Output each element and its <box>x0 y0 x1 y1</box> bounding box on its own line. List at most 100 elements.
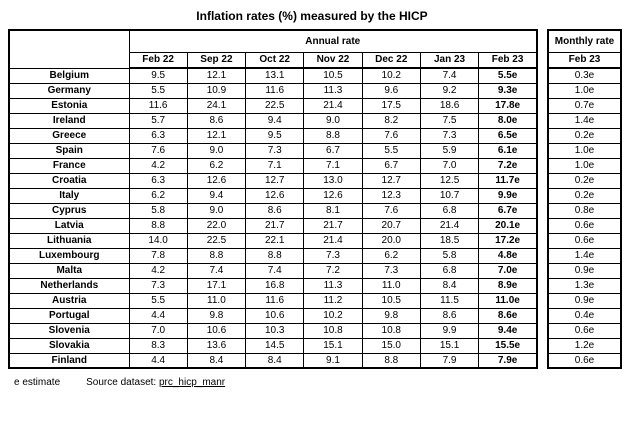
value-cell: 9.5 <box>245 127 305 144</box>
value-cell: 17.1 <box>186 277 247 294</box>
value-cell: 8.4 <box>245 352 305 369</box>
monthly-table-row: 1.3e <box>547 277 622 294</box>
value-cell: 12.6 <box>186 172 247 189</box>
value-cell: 9.4e <box>478 322 538 339</box>
country-label: Portugal <box>8 307 130 324</box>
value-cell: 7.2e <box>478 157 538 174</box>
monthly-table-row: 0.2e <box>547 172 622 189</box>
monthly-table-row: 0.4e <box>547 307 622 324</box>
table-row: Malta 4.2 7.4 7.4 7.2 7.3 6.8 7.0e <box>8 262 538 279</box>
country-label: Belgium <box>8 67 130 84</box>
value-cell: 7.3 <box>361 262 421 279</box>
value-cell: 7.3 <box>245 142 305 159</box>
monthly-value-cell: 0.6e <box>547 232 622 249</box>
value-cell: 21.4 <box>419 217 480 234</box>
value-cell: 6.2 <box>361 247 421 264</box>
table-row: Greece 6.3 12.1 9.5 8.8 7.6 7.3 6.5e <box>8 127 538 144</box>
country-label: Croatia <box>8 172 130 189</box>
value-cell: 10.2 <box>303 307 363 324</box>
source-dataset-link[interactable]: prc_hicp_manr <box>158 377 226 388</box>
value-cell: 22.1 <box>245 232 305 249</box>
value-cell: 12.6 <box>303 187 363 204</box>
value-cell: 6.5e <box>478 127 538 144</box>
country-label: Netherlands <box>8 277 130 294</box>
value-cell: 7.5 <box>419 112 480 129</box>
value-cell: 7.0 <box>128 322 188 339</box>
value-cell: 8.1 <box>303 202 363 219</box>
value-cell: 8.4 <box>419 277 480 294</box>
value-cell: 12.1 <box>186 67 247 84</box>
monthly-value-cell: 0.2e <box>547 187 622 204</box>
value-cell: 21.4 <box>303 97 363 114</box>
table-row: Croatia 6.3 12.6 12.7 13.0 12.7 12.5 11.7e <box>8 172 538 189</box>
country-label: Cyprus <box>8 202 130 219</box>
tables-layout: Annual rate Feb 22 Sep 22 Oct 22 Nov 22 … <box>0 29 624 369</box>
value-cell: 8.8 <box>245 247 305 264</box>
value-cell: 5.9 <box>419 142 480 159</box>
column-header-feb22: Feb 22 <box>128 51 188 69</box>
monthly-rate-header: Monthly rate <box>547 29 622 53</box>
value-cell: 7.1 <box>303 157 363 174</box>
value-cell: 7.3 <box>128 277 188 294</box>
value-cell: 9.9e <box>478 187 538 204</box>
monthly-table-row: 1.4e <box>547 112 622 129</box>
value-cell: 9.2 <box>419 82 480 99</box>
value-cell: 17.2e <box>478 232 538 249</box>
monthly-column-header-feb23: Feb 23 <box>547 51 622 69</box>
table-row: Belgium 9.5 12.1 13.1 10.5 10.2 7.4 5.5e <box>8 67 538 84</box>
value-cell: 22.5 <box>186 232 247 249</box>
value-cell: 10.7 <box>419 187 480 204</box>
value-cell: 6.7 <box>361 157 421 174</box>
value-cell: 20.1e <box>478 217 538 234</box>
column-header-oct22: Oct 22 <box>245 51 305 69</box>
value-cell: 9.6 <box>361 82 421 99</box>
group-header-row: Annual rate <box>8 29 538 69</box>
value-cell: 5.7 <box>128 112 188 129</box>
table-row: Ireland 5.7 8.6 9.4 9.0 8.2 7.5 8.0e <box>8 112 538 129</box>
column-header-row: Feb 22 Sep 22 Oct 22 Nov 22 Dec 22 Jan 2… <box>9 51 538 69</box>
value-cell: 9.1 <box>303 352 363 369</box>
value-cell: 4.4 <box>128 307 188 324</box>
monthly-table-row: 0.9e <box>547 292 622 309</box>
value-cell: 4.8e <box>478 247 538 264</box>
monthly-value-cell: 1.3e <box>547 277 622 294</box>
annual-table-body: Belgium 9.5 12.1 13.1 10.5 10.2 7.4 5.5e Germany… <box>8 67 538 369</box>
value-cell: 13.6 <box>186 337 247 354</box>
value-cell: 18.5 <box>419 232 480 249</box>
value-cell: 11.3 <box>303 82 363 99</box>
value-cell: 7.4 <box>419 67 480 84</box>
value-cell: 7.8 <box>128 247 188 264</box>
value-cell: 15.1 <box>419 337 480 354</box>
monthly-value-cell: 0.9e <box>547 292 622 309</box>
monthly-value-cell: 0.9e <box>547 262 622 279</box>
value-cell: 22.0 <box>186 217 247 234</box>
value-cell: 11.6 <box>128 97 188 114</box>
monthly-value-cell: 0.4e <box>547 307 622 324</box>
country-label: Austria <box>8 292 130 309</box>
value-cell: 13.1 <box>245 67 305 84</box>
monthly-table-row: 0.9e <box>547 262 622 279</box>
value-cell: 10.6 <box>186 322 247 339</box>
value-cell: 17.5 <box>361 97 421 114</box>
country-label: Estonia <box>8 97 130 114</box>
value-cell: 6.8 <box>419 202 480 219</box>
value-cell: 24.1 <box>186 97 247 114</box>
value-cell: 11.0e <box>478 292 538 309</box>
value-cell: 9.4 <box>245 112 305 129</box>
table-row: Estonia 11.6 24.1 22.5 21.4 17.5 18.6 17.8e <box>8 97 538 114</box>
value-cell: 11.7e <box>478 172 538 189</box>
monthly-value-cell: 1.0e <box>547 157 622 174</box>
page: Inflation rates (%) measured by the HICP… <box>0 9 624 388</box>
value-cell: 6.2 <box>186 157 247 174</box>
value-cell: 15.5e <box>478 337 538 354</box>
monthly-table-row: 0.6e <box>547 352 622 369</box>
column-header-sep22: Sep 22 <box>186 51 247 69</box>
source-dataset: Source dataset: prc_hicp_manr <box>86 377 225 388</box>
country-label: Finland <box>8 352 130 369</box>
value-cell: 6.7e <box>478 202 538 219</box>
country-label: Italy <box>8 187 130 204</box>
monthly-rate-table: Monthly rate Feb 23 0.3e 1.0e 0.7e 1.4e 0.2e… <box>547 29 622 369</box>
value-cell: 8.6 <box>186 112 247 129</box>
value-cell: 7.0 <box>419 157 480 174</box>
monthly-value-cell: 0.6e <box>547 217 622 234</box>
